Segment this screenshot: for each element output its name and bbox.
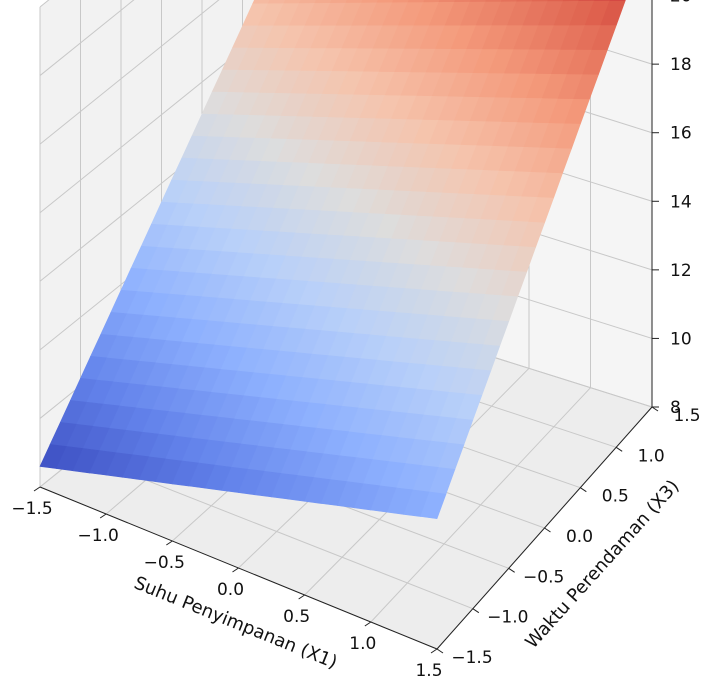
x-tick [166,540,173,546]
x-tick-label: 0.0 [217,580,244,600]
y-tick-label: −0.5 [523,567,564,587]
y-tick [508,567,515,573]
x-tick-label: −1.0 [78,526,119,546]
left-grid-z [39,0,220,145]
y-tick [544,527,551,533]
z-tick-label: 20 [670,0,692,7]
x-tick-label: −1.5 [11,499,52,519]
y-tick-label: −1.0 [487,608,528,628]
y-tick-label: 0.0 [566,527,593,547]
x-tick [33,486,41,492]
x-tick-label: 1.0 [349,634,376,654]
tick-marks [33,63,659,654]
x-tick-label: −0.5 [144,553,185,573]
y-tick [580,487,587,493]
x-tick [99,513,107,519]
y-tick-label: 1.0 [638,446,665,466]
y-tick [436,648,444,654]
x-tick [364,621,372,627]
x-tick [430,648,438,654]
surface-mesh [39,0,626,520]
x-tick [232,567,239,573]
z-tick-label: 12 [670,261,692,281]
y-tick-label: 1.5 [673,406,700,426]
z-tick-label: 16 [670,124,692,144]
surface-patch [420,491,447,520]
x-tick-label: 0.5 [283,607,310,627]
z-tick-label: 10 [670,329,692,349]
x-tick-label: 1.5 [415,661,442,681]
z-tick-label: 8 [670,398,681,418]
y-tick [651,406,659,412]
y-tick-label: −1.5 [451,648,492,668]
z-tick-label: 14 [670,192,692,212]
y-tick [472,608,480,614]
y-tick [615,446,623,452]
x-tick [298,594,305,600]
tick-labels: −1.5−1.0−0.50.00.51.01.5−1.5−1.0−0.50.00… [11,0,700,681]
z-tick-label: 18 [670,55,692,75]
y-tick-label: 0.5 [602,487,629,507]
left-grid-z [39,0,135,76]
